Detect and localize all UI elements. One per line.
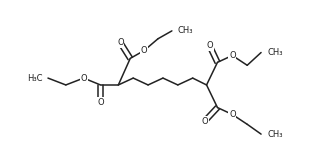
Text: CH₃: CH₃ [267, 130, 283, 139]
Text: H₃C: H₃C [27, 74, 43, 82]
Text: O: O [141, 46, 147, 55]
Text: O: O [229, 110, 236, 119]
Text: O: O [206, 41, 213, 50]
Text: O: O [80, 74, 87, 82]
Text: O: O [117, 38, 124, 47]
Text: CH₃: CH₃ [267, 48, 283, 57]
Text: O: O [97, 98, 104, 107]
Text: O: O [229, 51, 236, 60]
Text: O: O [201, 117, 208, 126]
Text: CH₃: CH₃ [178, 26, 193, 35]
